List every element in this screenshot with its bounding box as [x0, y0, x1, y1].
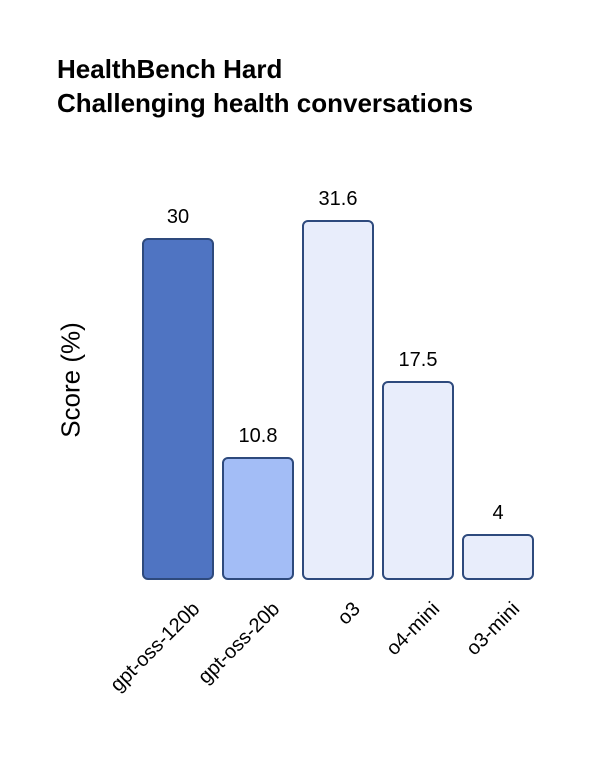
x-axis-tick-label: gpt-oss-20b: [194, 598, 285, 689]
bar-value-label: 31.6: [318, 188, 358, 210]
chart-title-line2: Challenging health conversations: [57, 88, 474, 118]
bar-value-label: 30: [166, 206, 190, 228]
bar-value-label: 17.5: [398, 349, 438, 371]
bar-value-label: 10.8: [238, 425, 278, 447]
x-axis-tick-label: o3-mini: [462, 598, 525, 660]
bar-o4-mini: [382, 381, 454, 580]
bar-gpt-oss-120b: [142, 238, 214, 580]
bar-value-label: 4: [492, 502, 504, 524]
bar-o3-mini: [462, 534, 534, 580]
chart-title-line1: HealthBench Hard: [57, 54, 283, 84]
y-axis-label: Score (%): [55, 322, 86, 438]
bar-gpt-oss-20b: [222, 457, 294, 580]
bar-o3: [302, 220, 374, 580]
x-axis-tick-label: o4-mini: [382, 598, 445, 660]
x-axis-tick-label: o3: [333, 598, 365, 630]
x-axis-tick-label: gpt-oss-120b: [106, 598, 205, 697]
chart-title: HealthBench Hard Challenging health conv…: [57, 52, 473, 120]
